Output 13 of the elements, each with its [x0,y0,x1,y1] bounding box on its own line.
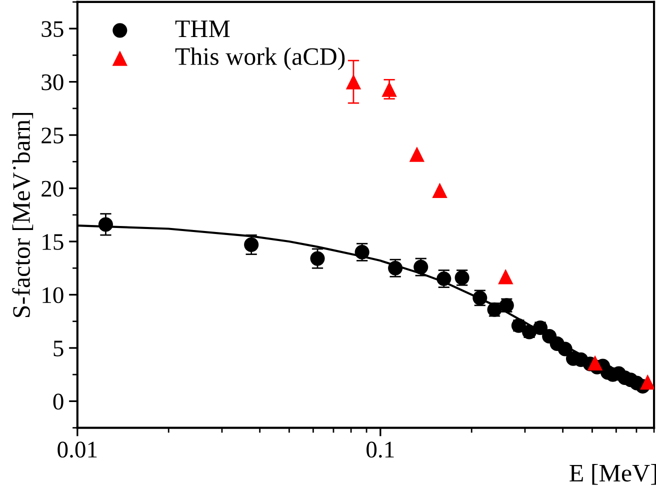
y-tick-label: 35 [42,21,64,38]
y-tick-label: 5 [54,340,64,356]
y-tick-label: 30 [42,74,64,90]
x-tick-label: 0.1 [366,442,394,458]
x-tick-label: 0.01 [58,442,97,458]
y-tick-label: 15 [42,234,64,250]
legend-label: THM [175,20,230,37]
y-tick-label: 25 [42,128,64,144]
y-tick-label: 0 [53,394,64,410]
y-axis-title: S-factor [MeV˙barn] [12,112,34,317]
y-tick-label: 20 [42,180,64,197]
legend-label: This work (aCD) [175,47,345,70]
y-tick-label: 10 [42,287,64,304]
